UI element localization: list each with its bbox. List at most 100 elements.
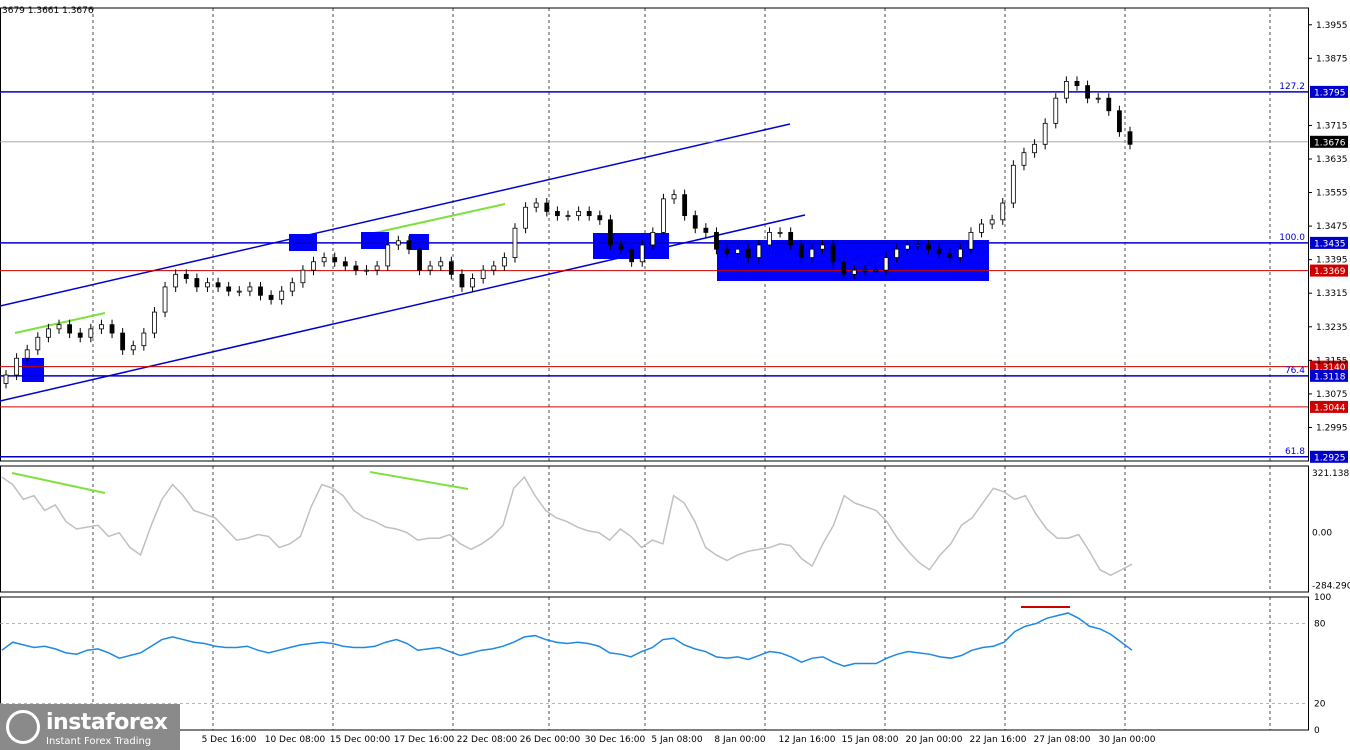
candle-body (46, 328, 51, 338)
logo-name: instaforex (46, 710, 168, 735)
level-label-box (1310, 400, 1348, 413)
level-label: 1.3435 (1314, 239, 1346, 249)
cci-line (1, 475, 1133, 577)
fib-label: 100.0 (1279, 233, 1305, 243)
instaforex-logo: instaforex Instant Forex Trading (0, 704, 180, 750)
candle-body (173, 273, 179, 288)
rsi-pane-border (0, 596, 1309, 731)
time-axis: 5 Dec 16:00 10 Dec 08:00 15 Dec 00:00 17 De… (202, 735, 1156, 745)
candle-body (682, 194, 688, 217)
candle-body (957, 248, 963, 258)
candle-body (353, 265, 359, 271)
candle-body (1085, 85, 1090, 99)
cci-divergence-line-2 (369, 471, 469, 490)
price-tick-label: 1.3475 (1316, 222, 1348, 232)
candle-body (385, 244, 391, 267)
candle-body (629, 248, 635, 263)
candle-body (268, 294, 274, 300)
rsi-grid (0, 596, 1309, 731)
time-label: 5 Dec 16:00 (202, 735, 257, 745)
candle-body (1021, 152, 1027, 166)
price-annotations (0, 123, 989, 402)
ohlc-readout: 3679 1.3661 1.3676 (2, 6, 94, 16)
candle-body (873, 269, 878, 272)
candle-body (24, 349, 30, 359)
candle-body (1127, 131, 1133, 145)
candle-body (788, 232, 794, 246)
level-label-box (1310, 85, 1348, 98)
candle-body (491, 265, 497, 271)
candle-body (936, 248, 942, 254)
candle-body (1010, 164, 1016, 204)
price-grid (0, 7, 1309, 462)
candle-body (576, 211, 582, 217)
candle-body (1063, 81, 1069, 99)
candle-body (851, 269, 857, 275)
candle-body (205, 282, 210, 288)
candle-body (968, 232, 974, 250)
time-label: 20 Jan 00:00 (906, 735, 963, 745)
price-tick-label: 1.2995 (1316, 423, 1348, 433)
candle-body (321, 257, 327, 263)
cci-axis: 321.1386 0.00 -284.2905 (1312, 469, 1350, 591)
candle-body (904, 244, 910, 250)
candle-body (554, 211, 560, 217)
candle-body (533, 202, 539, 208)
candle-body (703, 227, 709, 233)
cci-tick-label: 321.1386 (1312, 469, 1350, 479)
time-label: 22 Dec 08:00 (457, 735, 518, 745)
candle-body (830, 244, 836, 263)
cci-tick-label: 0.00 (1312, 529, 1332, 539)
candle-body (289, 282, 295, 292)
candle-body (883, 257, 889, 271)
level-label: 1.3676 (1314, 138, 1346, 148)
candle-body (258, 286, 263, 296)
level-label-box (1310, 236, 1348, 249)
price-pane-border (0, 7, 1309, 462)
price-axis: 1.3955 1.3875 1.3715 1.3635 1.3555 1.3475 1.33… (1308, 21, 1348, 433)
level-label: 1.2925 (1314, 453, 1346, 463)
price-tick-label: 1.3955 (1316, 21, 1348, 31)
candle-body (650, 232, 656, 246)
logo-icon (6, 710, 40, 744)
level-label: 1.3369 (1314, 267, 1346, 277)
level-label: 1.3044 (1314, 403, 1346, 413)
candle-body (1053, 97, 1059, 124)
candle-body (300, 269, 306, 284)
candle-body (661, 198, 666, 233)
candle-body (470, 278, 475, 288)
candle-body (756, 244, 762, 258)
candle-body (692, 215, 698, 229)
candle-body (618, 244, 624, 250)
candle-body (215, 282, 221, 288)
candle-body (979, 223, 984, 233)
cci-grid (0, 465, 1309, 593)
candle-body (152, 311, 157, 334)
candle-body (820, 244, 825, 250)
candle-body (332, 257, 338, 263)
candle-body (236, 290, 242, 293)
price-tick-label: 1.3715 (1316, 121, 1348, 131)
time-label: 22 Jan 16:00 (970, 735, 1027, 745)
level-label-box (1310, 264, 1348, 277)
candle-body (162, 286, 168, 313)
rsi-tick-label: 80 (1314, 620, 1326, 630)
candle-body (226, 286, 232, 292)
price-tick-label: 1.3075 (1316, 390, 1348, 400)
support-zone (361, 232, 389, 249)
candle-body (671, 194, 677, 200)
cci-pane-border (0, 465, 1309, 593)
candle-body (724, 248, 730, 254)
price-tick-label: 1.3635 (1316, 155, 1348, 165)
level-label-box (1310, 135, 1348, 148)
level-label: 1.3795 (1314, 88, 1346, 98)
rsi-axis: 100 80 20 0 (1314, 593, 1331, 736)
channel-upper-line (0, 123, 791, 307)
level-label-box (1310, 360, 1348, 373)
time-label: 8 Jan 00:00 (714, 735, 766, 745)
candle-body (395, 240, 401, 246)
candle-body (735, 248, 741, 254)
candle-body (67, 324, 73, 334)
candle-body (926, 244, 931, 250)
